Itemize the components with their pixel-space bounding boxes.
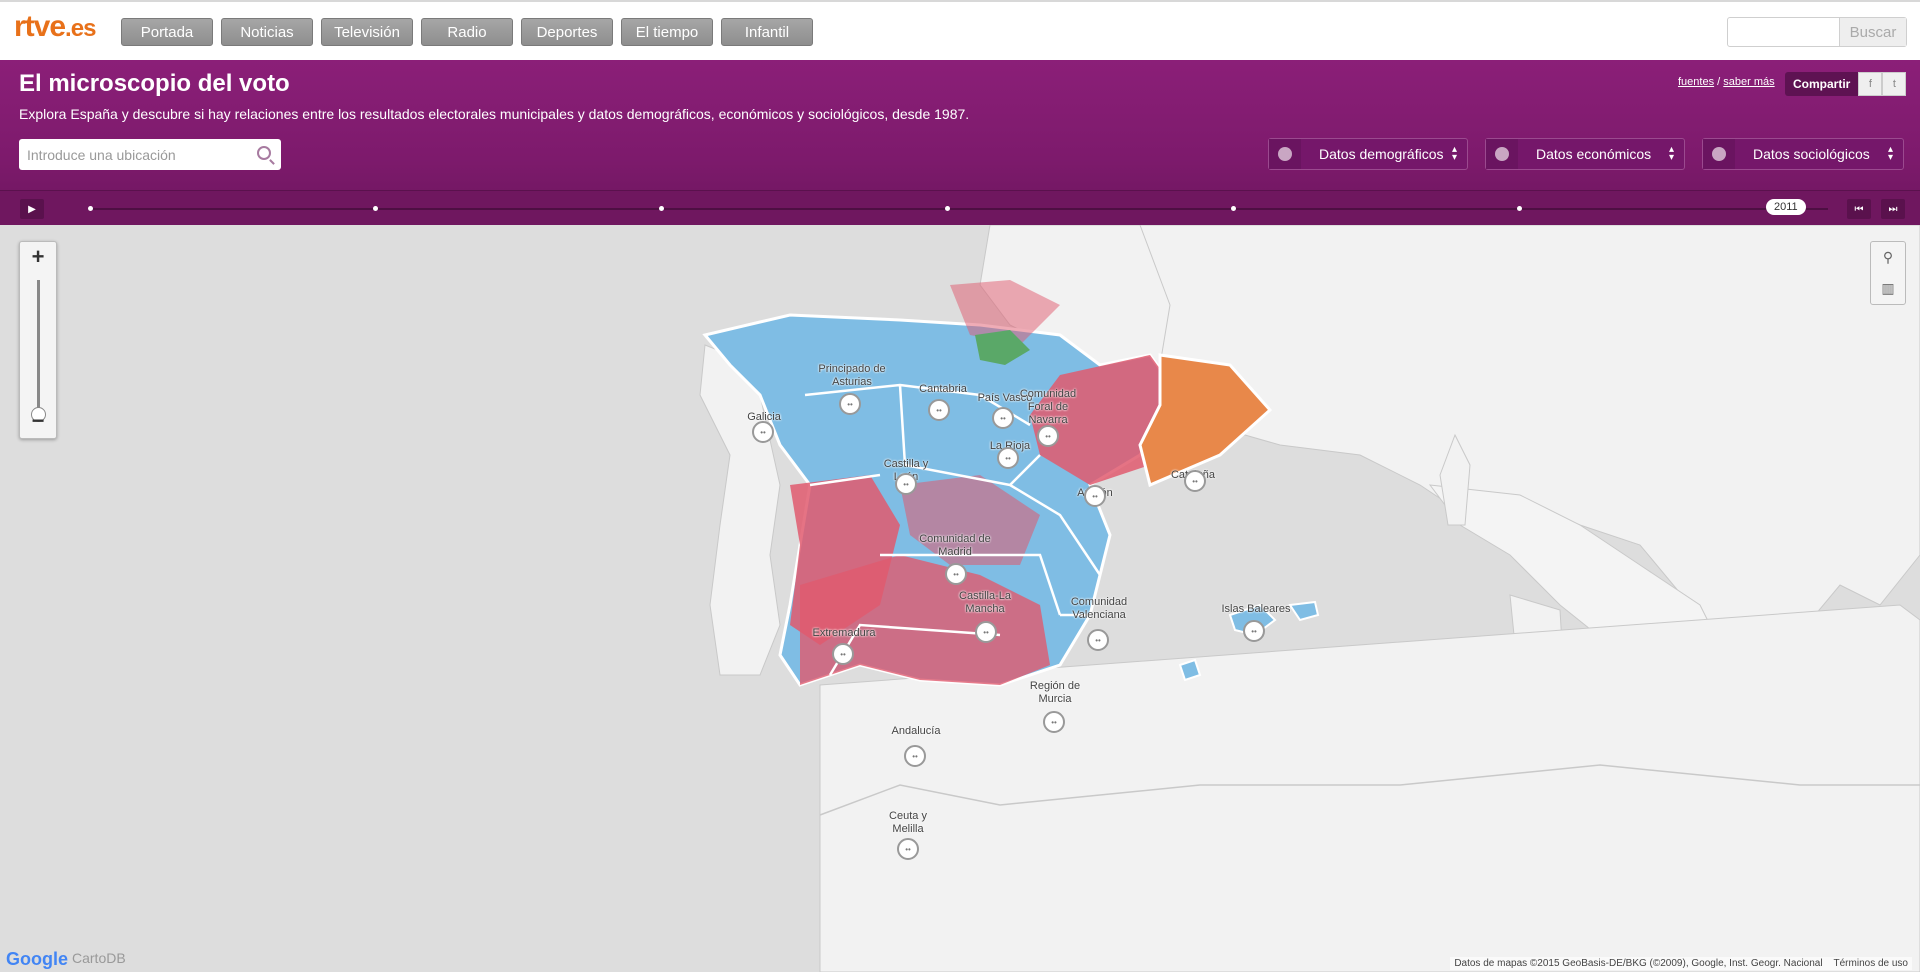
euro-icon — [1486, 139, 1518, 169]
app-header: El microscopio del voto Explora España y… — [0, 60, 1920, 226]
region-marker[interactable]: •• — [897, 838, 919, 860]
demographic-dropdown-label: Datos demográficos — [1319, 146, 1444, 162]
region-marker[interactable]: •• — [1084, 485, 1106, 507]
info-links: fuentes / saber más — [1678, 76, 1775, 88]
region-marker[interactable]: •• — [1087, 629, 1109, 651]
region-marker[interactable]: •• — [1184, 470, 1206, 492]
location-search-input[interactable]: Introduce una ubicación — [19, 139, 281, 170]
dropdown-arrows-icon: ▴ ▾ — [1668, 144, 1674, 163]
site-search-input[interactable]: Buscar — [1727, 17, 1907, 47]
location-placeholder: Introduce una ubicación — [27, 147, 176, 163]
attribution-text: Datos de mapas ©2015 GeoBasis-DE/BKG (©2… — [1454, 958, 1823, 969]
nav-el-tiempo[interactable]: El tiempo — [621, 18, 713, 46]
timeline-tick[interactable] — [945, 206, 950, 211]
nav-radio[interactable]: Radio — [421, 18, 513, 46]
main-nav: Portada Noticias Televisión Radio Deport… — [121, 18, 813, 46]
zoom-out-button[interactable]: − — [31, 408, 45, 433]
region-label-cantabria: Cantabria — [919, 383, 967, 395]
region-label-valenciana: Comunidad Valenciana — [1070, 596, 1128, 621]
links-separator: / — [1717, 76, 1721, 88]
sociological-data-dropdown[interactable]: Datos sociológicos ▴ ▾ — [1702, 138, 1904, 170]
people-icon — [1269, 139, 1301, 169]
zoom-control: + − — [19, 241, 57, 439]
region-label-navarra: Comunidad Foral de Navarra — [1019, 388, 1077, 426]
dropdown-arrows-icon: ▴ ▾ — [1887, 144, 1893, 163]
nav-portada[interactable]: Portada — [121, 18, 213, 46]
zoom-slider-handle[interactable] — [31, 407, 46, 422]
region-label-madrid: Comunidad de Madrid — [919, 533, 991, 558]
region-label-extremadura: Extremadura — [812, 627, 876, 639]
last-year-button[interactable]: ⏭ — [1881, 199, 1905, 219]
region-marker[interactable]: •• — [752, 421, 774, 443]
timeline-tick[interactable] — [659, 206, 664, 211]
map-basemap — [699, 225, 1920, 972]
sources-link[interactable]: fuentes — [1678, 76, 1715, 88]
zoom-in-button[interactable]: + — [31, 244, 45, 269]
region-label-baleares: Islas Baleares — [1221, 603, 1291, 615]
map-tools: ⚲ ▥ — [1870, 241, 1906, 305]
region-label-murcia: Región de Murcia — [1029, 680, 1081, 705]
economic-dropdown-label: Datos económicos — [1536, 146, 1652, 162]
region-label-castilla-la-mancha: Castilla-La Mancha — [959, 590, 1011, 615]
rtve-logo[interactable]: rtve.es — [14, 10, 96, 43]
region-label-galicia: Galicia — [747, 411, 781, 423]
timeline-tick[interactable] — [1231, 206, 1236, 211]
play-button[interactable]: ▶ — [20, 199, 44, 219]
region-marker[interactable]: •• — [992, 407, 1014, 429]
region-marker[interactable]: •• — [975, 621, 997, 643]
first-year-button[interactable]: ⏮ — [1847, 199, 1871, 219]
demographic-data-dropdown[interactable]: Datos demográficos ▴ ▾ — [1268, 138, 1468, 170]
speech-bubble-icon — [1703, 139, 1735, 169]
map-attribution: Datos de mapas ©2015 GeoBasis-DE/BKG (©2… — [1450, 957, 1912, 970]
share-label: Compartir — [1785, 72, 1859, 96]
timeline-tick[interactable] — [373, 206, 378, 211]
more-info-link[interactable]: saber más — [1723, 76, 1775, 88]
google-logo: Google — [6, 949, 68, 969]
region-marker[interactable]: •• — [1043, 711, 1065, 733]
election-map[interactable]: + − ⚲ ▥ Principado de Asturias •• Cantab… — [0, 225, 1920, 972]
region-label-ceuta-melilla: Ceuta y Melilla — [889, 810, 927, 835]
sociological-dropdown-label: Datos sociológicos — [1753, 146, 1870, 162]
top-bar: rtve.es Portada Noticias Televisión Radi… — [0, 0, 1920, 60]
cartodb-logo: CartoDB — [72, 950, 126, 966]
year-handle[interactable]: 2011 — [1766, 199, 1806, 215]
region-marker[interactable]: •• — [832, 643, 854, 665]
economic-data-dropdown[interactable]: Datos económicos ▴ ▾ — [1485, 138, 1685, 170]
page-title: El microscopio del voto — [19, 70, 290, 97]
region-marker[interactable]: •• — [997, 447, 1019, 469]
location-pin-icon[interactable]: ⚲ — [1882, 249, 1894, 265]
share-box: Compartir f t — [1785, 72, 1907, 96]
search-icon[interactable] — [257, 146, 271, 160]
zoom-slider-rail[interactable] — [37, 280, 40, 410]
page-subtitle: Explora España y descubre si hay relacio… — [19, 106, 970, 122]
region-marker[interactable]: •• — [1037, 425, 1059, 447]
region-marker[interactable]: •• — [895, 473, 917, 495]
nav-infantil[interactable]: Infantil — [721, 18, 813, 46]
nav-noticias[interactable]: Noticias — [221, 18, 313, 46]
site-search-button[interactable]: Buscar — [1839, 18, 1906, 46]
terms-link[interactable]: Términos de uso — [1833, 958, 1908, 969]
timeline-tick[interactable] — [1517, 206, 1522, 211]
region-marker[interactable]: •• — [928, 399, 950, 421]
region-marker[interactable]: •• — [1243, 620, 1265, 642]
region-marker[interactable]: •• — [839, 393, 861, 415]
dropdown-arrows-icon: ▴ ▾ — [1451, 144, 1457, 163]
region-label-andalucia: Andalucía — [891, 725, 941, 737]
nav-television[interactable]: Televisión — [321, 18, 413, 46]
region-marker[interactable]: •• — [904, 745, 926, 767]
bar-chart-icon[interactable]: ▥ — [1881, 280, 1895, 296]
facebook-icon[interactable]: f — [1858, 72, 1883, 96]
region-marker[interactable]: •• — [945, 563, 967, 585]
timeline-tick[interactable] — [88, 206, 93, 211]
timeline-track[interactable] — [88, 206, 1828, 211]
region-label-asturias: Principado de Asturias — [818, 363, 886, 388]
year-timeline: ▶ 2011 ⏮ ⏭ — [0, 190, 1920, 226]
region-label-pais-vasco: País Vasco — [977, 392, 1033, 404]
nav-deportes[interactable]: Deportes — [521, 18, 613, 46]
twitter-icon[interactable]: t — [1882, 72, 1907, 96]
